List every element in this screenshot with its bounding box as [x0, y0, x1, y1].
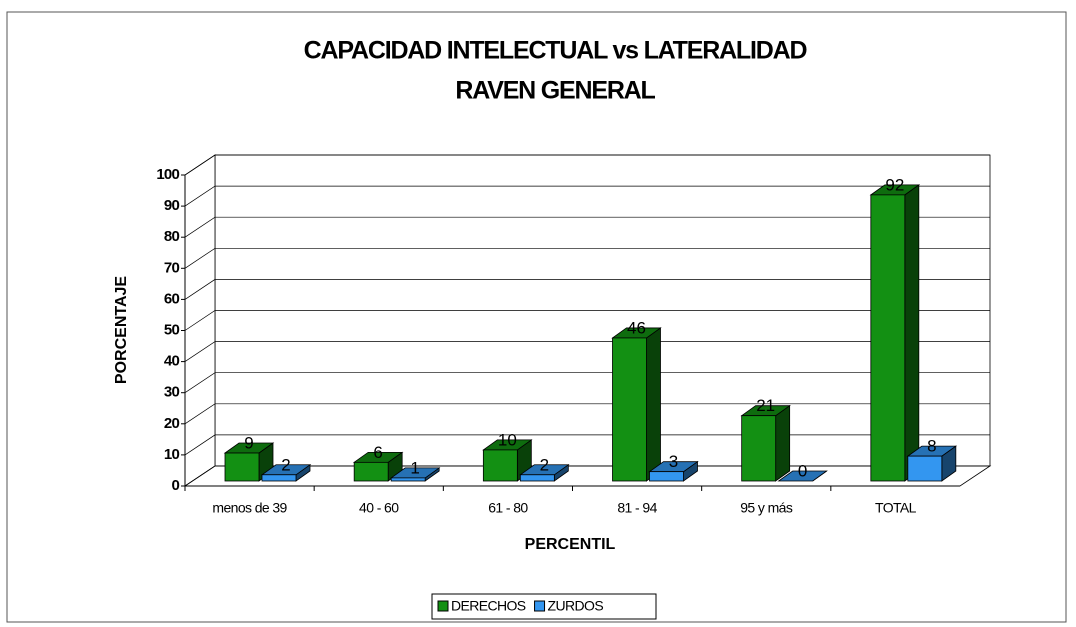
bar-side	[904, 184, 920, 482]
grid-line	[184, 434, 990, 456]
y-tick-label: 10	[164, 446, 180, 463]
x-tick-label: TOTAL	[875, 500, 917, 516]
y-tick-label: 50	[164, 321, 180, 338]
data-label: 6	[373, 443, 382, 462]
y-tick-label: 100	[156, 166, 179, 183]
grid-line	[184, 310, 990, 331]
data-label: 10	[498, 430, 517, 449]
data-label: 9	[244, 433, 253, 452]
bar	[224, 452, 260, 482]
x-tick-label: 95 y más	[740, 500, 793, 516]
legend-label: DERECHOS	[451, 598, 526, 614]
data-label: 46	[627, 318, 646, 337]
bar-side	[775, 404, 791, 482]
grid-line	[184, 403, 990, 425]
chart-title: CAPACIDAD INTELECTUAL vs LATERALIDAD	[304, 37, 807, 65]
x-tick-label: 61 - 80	[488, 500, 528, 516]
bar	[612, 337, 647, 482]
grid-line	[184, 185, 990, 207]
grid-line	[184, 341, 990, 362]
y-tick-label: 40	[164, 353, 180, 370]
grid-line	[184, 247, 990, 269]
x-axis-title: PERCENTIL	[525, 536, 616, 553]
legend-label: ZURDOS	[548, 598, 604, 614]
y-axis-title: PORCENTAJE	[113, 276, 130, 384]
x-tick-label: 40 - 60	[359, 500, 399, 516]
bar	[390, 477, 426, 482]
y-tick-label: 60	[164, 290, 180, 307]
y-tick-label: 70	[164, 259, 180, 276]
bar	[519, 474, 555, 482]
bar-top	[777, 470, 828, 482]
data-label: 1	[410, 458, 419, 477]
bar	[482, 449, 518, 482]
data-label: 21	[756, 396, 775, 415]
grid-line	[184, 465, 990, 487]
y-tick-label: 90	[164, 197, 180, 214]
legend-swatch	[437, 600, 449, 612]
y-tick-label: 20	[164, 415, 180, 432]
x-tick-label: menos de 39	[212, 500, 287, 516]
x-tick-label: 81 - 94	[617, 500, 657, 516]
data-label: 0	[798, 461, 807, 480]
bar	[353, 461, 389, 482]
grid-line	[184, 279, 990, 300]
y-tick-label: 0	[171, 477, 179, 494]
data-label: 3	[669, 452, 678, 471]
data-label: 8	[927, 437, 936, 456]
bar	[907, 455, 943, 482]
bar	[261, 474, 297, 482]
data-label: 2	[281, 455, 290, 474]
data-label: 2	[540, 455, 549, 474]
data-label: 92	[885, 175, 904, 194]
y-tick-label: 80	[164, 228, 180, 245]
bar	[741, 415, 777, 482]
bar	[870, 194, 906, 482]
grid-line	[184, 154, 990, 176]
grid-line	[184, 216, 990, 238]
legend-swatch	[534, 600, 546, 612]
y-tick-label: 30	[164, 384, 180, 401]
chart-subtitle: RAVEN GENERAL	[455, 77, 655, 105]
bar-side	[646, 327, 661, 482]
bar	[649, 471, 684, 482]
grid-line	[184, 372, 990, 393]
